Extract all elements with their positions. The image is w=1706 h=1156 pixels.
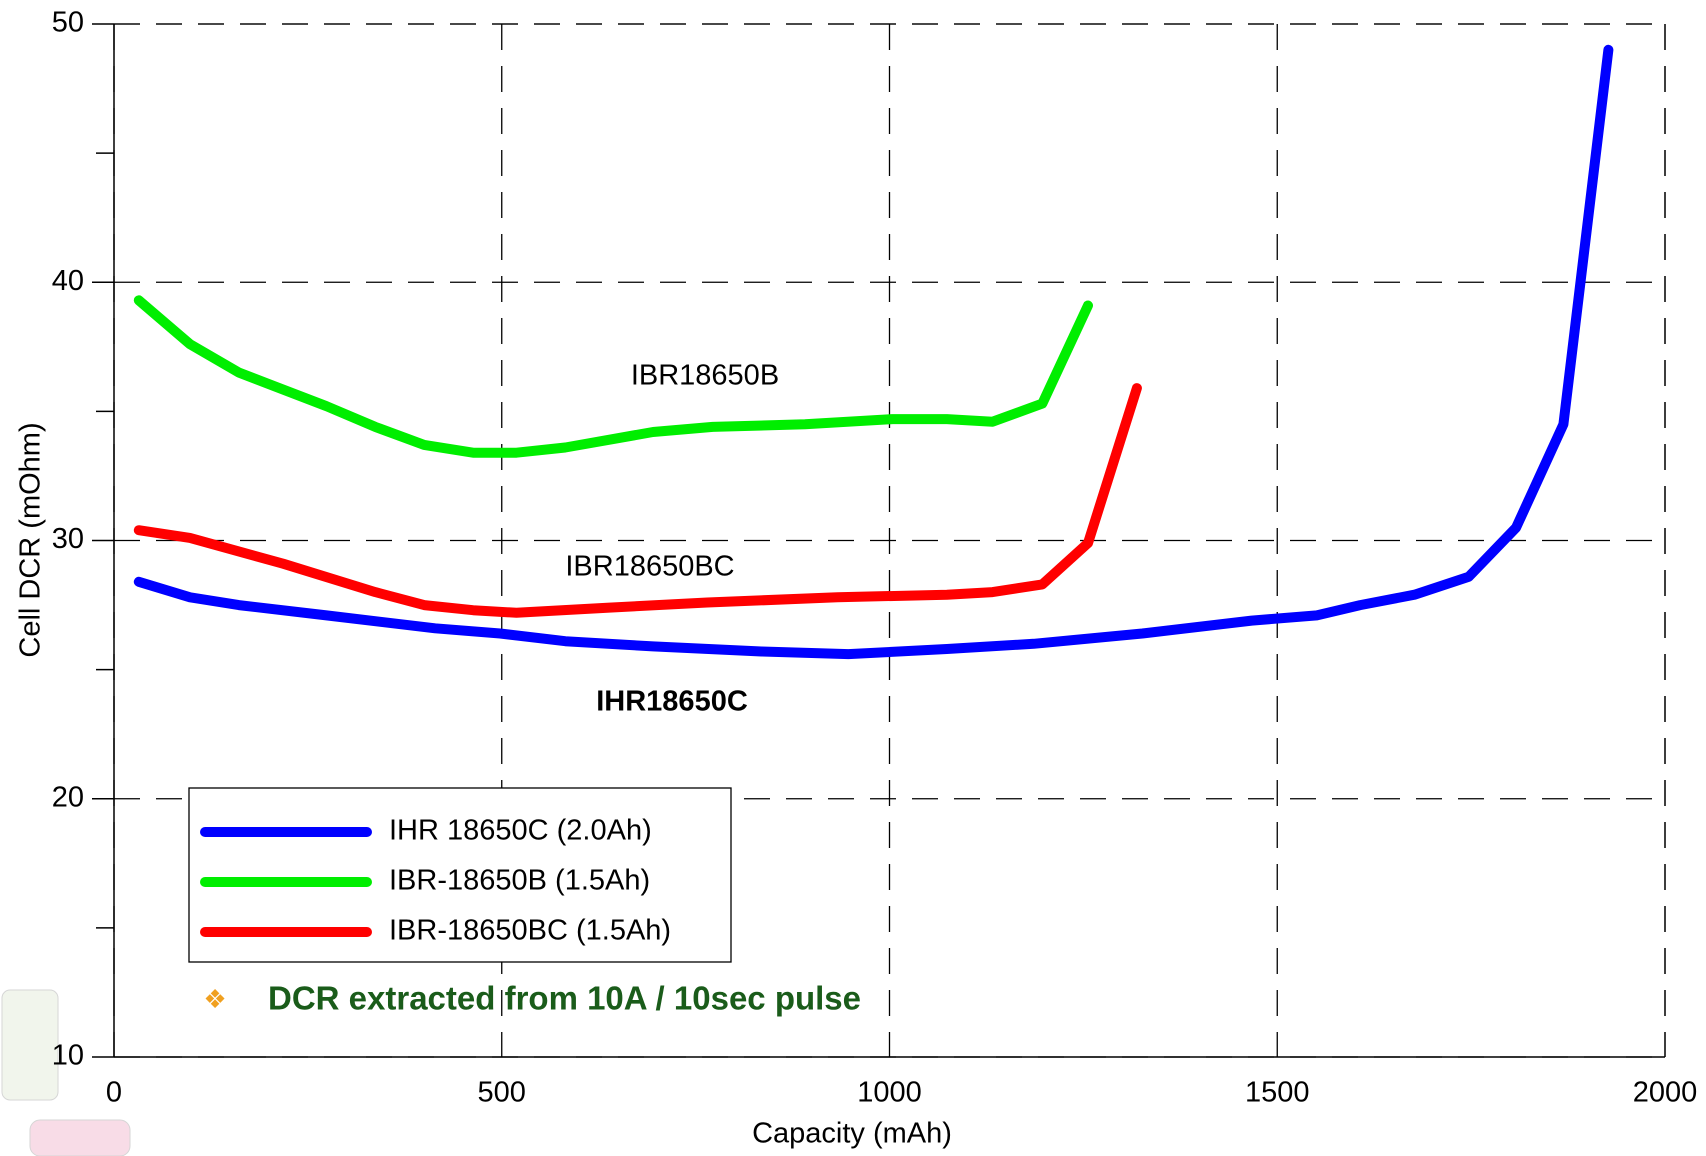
x-tick-label: 500	[478, 1077, 526, 1109]
y-tick-label: 50	[52, 7, 84, 39]
series-line	[133, 295, 1093, 458]
note: DCR extracted from 10A / 10sec pulse	[268, 980, 861, 1017]
annotation: IHR18650C	[596, 686, 748, 718]
legend-label: IBR-18650BC (1.5Ah)	[389, 915, 671, 947]
annotation: IBR18650BC	[565, 551, 734, 583]
annotation: IBR18650B	[631, 360, 779, 392]
y-tick-label: 40	[52, 265, 84, 297]
x-tick-label: 1000	[857, 1077, 922, 1109]
series-line	[133, 383, 1142, 618]
battery-logo	[1, 989, 131, 1156]
bullet-icon: ❖	[203, 984, 226, 1014]
legend-label: IHR 18650C (2.0Ah)	[389, 815, 652, 847]
x-tick-label: 2000	[1633, 1077, 1698, 1109]
y-tick-label: 20	[52, 781, 84, 813]
x-axis-label: Capacity (mAh)	[752, 1118, 952, 1150]
y-tick-label: 30	[52, 523, 84, 555]
legend: IHR 18650C (2.0Ah) IBR-18650B (1.5Ah) IBR-…	[188, 787, 732, 963]
y-axis-label: Cell DCR (mOhm)	[15, 422, 47, 657]
y-tick-label: 10	[52, 1040, 84, 1072]
x-tick-label: 1500	[1245, 1077, 1310, 1109]
x-tick-label: 0	[106, 1077, 122, 1109]
series-line	[133, 44, 1614, 660]
legend-label: IBR-18650B (1.5Ah)	[389, 865, 650, 897]
